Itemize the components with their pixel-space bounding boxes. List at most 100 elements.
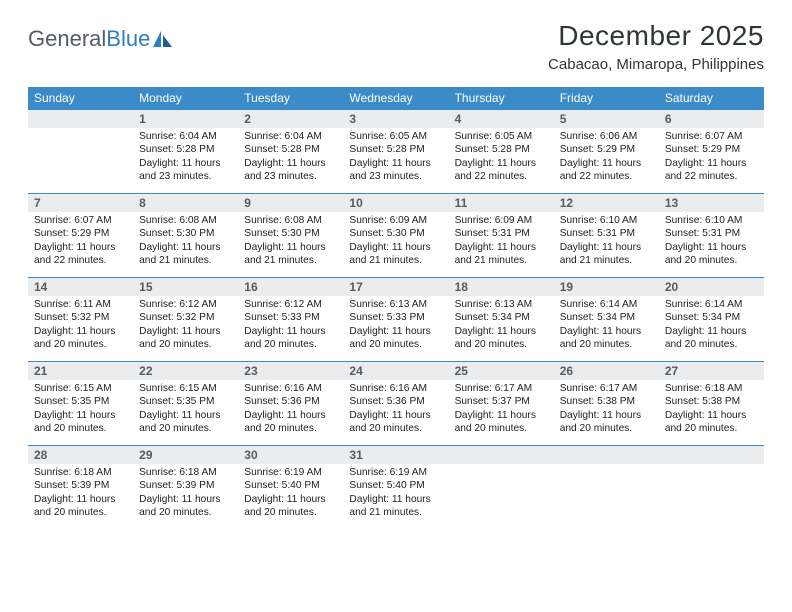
sunset-text: Sunset: 5:29 PM <box>560 143 653 156</box>
content-row: Sunrise: 6:11 AMSunset: 5:32 PMDaylight:… <box>28 296 764 362</box>
day-number: 23 <box>238 362 343 381</box>
day-cell: Sunrise: 6:19 AMSunset: 5:40 PMDaylight:… <box>238 464 343 529</box>
day-cell: Sunrise: 6:19 AMSunset: 5:40 PMDaylight:… <box>343 464 448 529</box>
day-number: 6 <box>659 110 764 129</box>
day-number: 14 <box>28 278 133 297</box>
daylight-text: Daylight: 11 hours and 20 minutes. <box>665 241 758 268</box>
sunset-text: Sunset: 5:39 PM <box>139 479 232 492</box>
content-row: Sunrise: 6:04 AMSunset: 5:28 PMDaylight:… <box>28 128 764 194</box>
sunset-text: Sunset: 5:29 PM <box>665 143 758 156</box>
col-monday: Monday <box>133 87 238 110</box>
day-cell: Sunrise: 6:11 AMSunset: 5:32 PMDaylight:… <box>28 296 133 362</box>
sunset-text: Sunset: 5:31 PM <box>665 227 758 240</box>
day-number: 28 <box>28 446 133 465</box>
daylight-text: Daylight: 11 hours and 21 minutes. <box>349 493 442 520</box>
daylight-text: Daylight: 11 hours and 20 minutes. <box>349 325 442 352</box>
col-wednesday: Wednesday <box>343 87 448 110</box>
sunset-text: Sunset: 5:33 PM <box>349 311 442 324</box>
day-cell: Sunrise: 6:07 AMSunset: 5:29 PMDaylight:… <box>659 128 764 194</box>
day-cell: Sunrise: 6:16 AMSunset: 5:36 PMDaylight:… <box>238 380 343 446</box>
logo-sail-icon <box>152 30 174 48</box>
content-row: Sunrise: 6:07 AMSunset: 5:29 PMDaylight:… <box>28 212 764 278</box>
daylight-text: Daylight: 11 hours and 20 minutes. <box>665 325 758 352</box>
day-cell: Sunrise: 6:05 AMSunset: 5:28 PMDaylight:… <box>449 128 554 194</box>
col-thursday: Thursday <box>449 87 554 110</box>
sunset-text: Sunset: 5:40 PM <box>349 479 442 492</box>
content-row: Sunrise: 6:15 AMSunset: 5:35 PMDaylight:… <box>28 380 764 446</box>
day-number: 15 <box>133 278 238 297</box>
daylight-text: Daylight: 11 hours and 20 minutes. <box>34 325 127 352</box>
daylight-text: Daylight: 11 hours and 21 minutes. <box>139 241 232 268</box>
day-number: 5 <box>554 110 659 129</box>
day-cell: Sunrise: 6:16 AMSunset: 5:36 PMDaylight:… <box>343 380 448 446</box>
daylight-text: Daylight: 11 hours and 23 minutes. <box>349 157 442 184</box>
day-number: 13 <box>659 194 764 213</box>
sunset-text: Sunset: 5:31 PM <box>560 227 653 240</box>
sunset-text: Sunset: 5:36 PM <box>244 395 337 408</box>
sunset-text: Sunset: 5:35 PM <box>139 395 232 408</box>
day-cell: Sunrise: 6:08 AMSunset: 5:30 PMDaylight:… <box>238 212 343 278</box>
sunset-text: Sunset: 5:35 PM <box>34 395 127 408</box>
sunset-text: Sunset: 5:40 PM <box>244 479 337 492</box>
sunset-text: Sunset: 5:34 PM <box>560 311 653 324</box>
day-number: 30 <box>238 446 343 465</box>
daylight-text: Daylight: 11 hours and 22 minutes. <box>665 157 758 184</box>
daylight-text: Daylight: 11 hours and 21 minutes. <box>349 241 442 268</box>
day-number: 22 <box>133 362 238 381</box>
day-cell <box>659 464 764 529</box>
daynum-row: 78910111213 <box>28 194 764 213</box>
day-number: 1 <box>133 110 238 129</box>
day-cell: Sunrise: 6:15 AMSunset: 5:35 PMDaylight:… <box>133 380 238 446</box>
sunrise-text: Sunrise: 6:17 AM <box>455 382 548 395</box>
day-number: 11 <box>449 194 554 213</box>
day-number: 3 <box>343 110 448 129</box>
sunset-text: Sunset: 5:30 PM <box>349 227 442 240</box>
daylight-text: Daylight: 11 hours and 20 minutes. <box>34 493 127 520</box>
sunset-text: Sunset: 5:31 PM <box>455 227 548 240</box>
calendar-body: 123456Sunrise: 6:04 AMSunset: 5:28 PMDay… <box>28 110 764 530</box>
day-cell <box>554 464 659 529</box>
calendar-table: Sunday Monday Tuesday Wednesday Thursday… <box>28 87 764 529</box>
col-saturday: Saturday <box>659 87 764 110</box>
sunset-text: Sunset: 5:28 PM <box>455 143 548 156</box>
sunset-text: Sunset: 5:28 PM <box>349 143 442 156</box>
sunrise-text: Sunrise: 6:13 AM <box>349 298 442 311</box>
daylight-text: Daylight: 11 hours and 21 minutes. <box>455 241 548 268</box>
daylight-text: Daylight: 11 hours and 20 minutes. <box>244 409 337 436</box>
daylight-text: Daylight: 11 hours and 22 minutes. <box>455 157 548 184</box>
daynum-row: 21222324252627 <box>28 362 764 381</box>
day-number: 16 <box>238 278 343 297</box>
day-cell <box>449 464 554 529</box>
sunset-text: Sunset: 5:37 PM <box>455 395 548 408</box>
day-cell: Sunrise: 6:10 AMSunset: 5:31 PMDaylight:… <box>554 212 659 278</box>
daylight-text: Daylight: 11 hours and 23 minutes. <box>139 157 232 184</box>
day-number: 17 <box>343 278 448 297</box>
daylight-text: Daylight: 11 hours and 20 minutes. <box>560 325 653 352</box>
location: Cabacao, Mimaropa, Philippines <box>548 56 764 73</box>
sunrise-text: Sunrise: 6:17 AM <box>560 382 653 395</box>
day-cell: Sunrise: 6:10 AMSunset: 5:31 PMDaylight:… <box>659 212 764 278</box>
day-number <box>28 110 133 129</box>
sunrise-text: Sunrise: 6:14 AM <box>560 298 653 311</box>
sunset-text: Sunset: 5:30 PM <box>244 227 337 240</box>
day-number: 4 <box>449 110 554 129</box>
sunset-text: Sunset: 5:28 PM <box>139 143 232 156</box>
sunrise-text: Sunrise: 6:04 AM <box>244 130 337 143</box>
day-number: 25 <box>449 362 554 381</box>
day-cell: Sunrise: 6:13 AMSunset: 5:33 PMDaylight:… <box>343 296 448 362</box>
sunrise-text: Sunrise: 6:14 AM <box>665 298 758 311</box>
day-number: 27 <box>659 362 764 381</box>
sunrise-text: Sunrise: 6:06 AM <box>560 130 653 143</box>
day-cell: Sunrise: 6:14 AMSunset: 5:34 PMDaylight:… <box>659 296 764 362</box>
day-cell: Sunrise: 6:09 AMSunset: 5:31 PMDaylight:… <box>449 212 554 278</box>
daylight-text: Daylight: 11 hours and 20 minutes. <box>34 409 127 436</box>
logo-text-1: General <box>28 26 106 52</box>
logo: GeneralBlue <box>28 20 174 52</box>
daylight-text: Daylight: 11 hours and 20 minutes. <box>349 409 442 436</box>
col-tuesday: Tuesday <box>238 87 343 110</box>
day-number <box>659 446 764 465</box>
day-cell: Sunrise: 6:17 AMSunset: 5:37 PMDaylight:… <box>449 380 554 446</box>
sunset-text: Sunset: 5:28 PM <box>244 143 337 156</box>
day-cell: Sunrise: 6:07 AMSunset: 5:29 PMDaylight:… <box>28 212 133 278</box>
month-title: December 2025 <box>548 20 764 52</box>
